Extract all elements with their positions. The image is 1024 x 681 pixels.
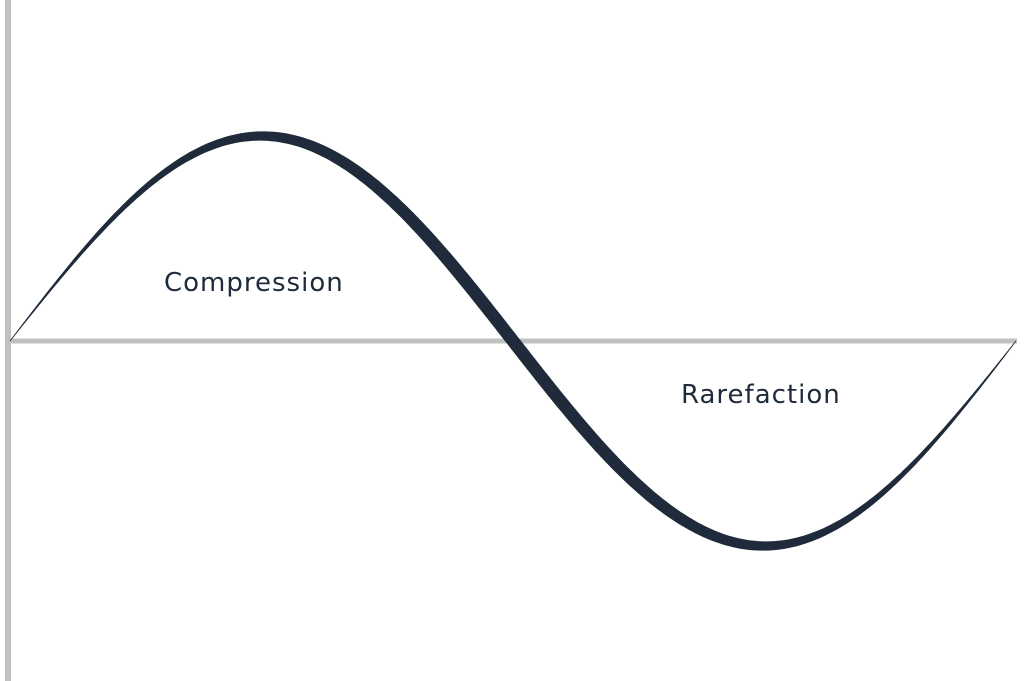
rarefaction-label: Rarefaction [681, 380, 841, 410]
compression-label: Compression [164, 268, 344, 298]
sine-wave [9, 131, 1017, 551]
